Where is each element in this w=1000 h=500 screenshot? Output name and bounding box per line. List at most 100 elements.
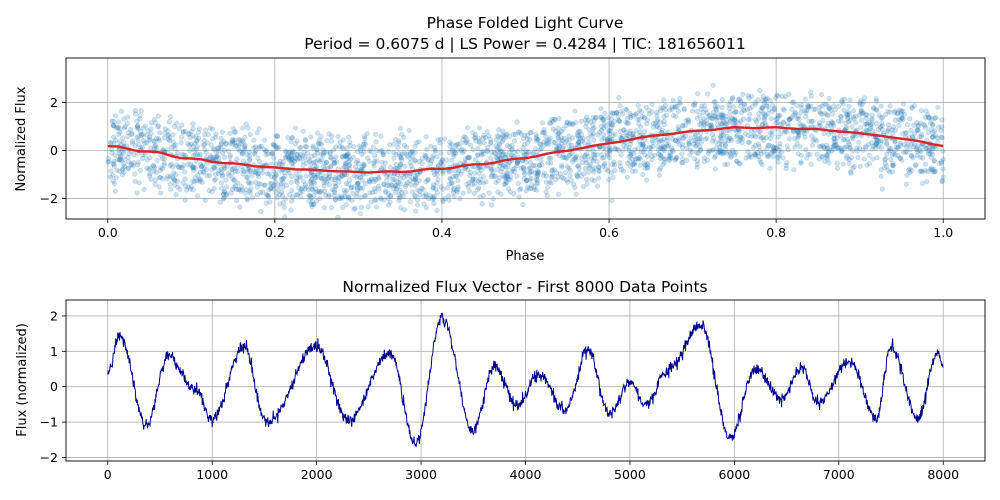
scatter-point	[590, 131, 596, 137]
scatter-point	[759, 105, 765, 111]
scatter-point	[302, 182, 308, 188]
scatter-point	[366, 177, 372, 183]
scatter-point	[747, 152, 753, 158]
scatter-point	[385, 202, 392, 208]
scatter-point	[164, 176, 170, 182]
scatter-point	[472, 170, 478, 176]
x-tick-label: 5000	[614, 467, 646, 482]
scatter-point	[922, 168, 928, 174]
scatter-point	[534, 170, 540, 176]
scatter-point	[319, 141, 325, 147]
scatter-point	[128, 161, 134, 167]
scatter-point	[874, 137, 880, 143]
scatter-point	[869, 116, 875, 122]
scatter-point	[752, 152, 758, 158]
scatter-point	[308, 172, 314, 178]
scatter-point	[227, 154, 233, 160]
scatter-point	[644, 164, 650, 170]
scatter-point	[822, 158, 828, 164]
scatter-point	[428, 161, 434, 167]
scatter-point	[439, 158, 445, 164]
scatter-point	[583, 120, 589, 126]
scatter-point	[266, 194, 272, 200]
scatter-point	[310, 145, 316, 151]
scatter-point	[510, 167, 516, 173]
scatter-point	[222, 165, 228, 171]
scatter-point	[201, 142, 208, 148]
scatter-point	[305, 187, 311, 193]
scatter-point	[793, 109, 799, 116]
scatter-point	[111, 118, 117, 124]
scatter-point	[265, 151, 271, 157]
scatter-point	[197, 176, 203, 182]
scatter-point	[884, 129, 890, 135]
scatter-point	[321, 188, 328, 194]
scatter-point	[355, 180, 361, 186]
scatter-point	[230, 136, 236, 142]
scatter-point	[218, 135, 224, 141]
scatter-point	[388, 193, 394, 199]
scatter-point	[907, 170, 913, 176]
scatter-point	[698, 135, 704, 141]
scatter-point	[190, 126, 196, 132]
scatter-point	[736, 160, 742, 166]
scatter-point	[530, 150, 536, 156]
scatter-point	[493, 179, 499, 186]
scatter-point	[681, 106, 687, 112]
scatter-point	[680, 122, 686, 129]
scatter-point	[231, 177, 237, 183]
scatter-point	[117, 126, 123, 132]
scatter-point	[347, 162, 353, 168]
scatter-point	[263, 200, 269, 206]
scatter-point	[289, 188, 295, 194]
scatter-point	[142, 123, 148, 129]
scatter-point	[397, 125, 404, 132]
scatter-point	[524, 136, 530, 142]
scatter-point	[733, 119, 739, 125]
scatter-point	[545, 184, 551, 190]
scatter-point	[870, 128, 876, 134]
scatter-point	[624, 174, 630, 180]
scatter-point	[912, 131, 918, 137]
scatter-point	[697, 122, 703, 128]
scatter-point	[282, 214, 288, 219]
scatter-point	[137, 167, 143, 173]
scatter-point	[698, 118, 704, 124]
scatter-point	[677, 95, 683, 102]
scatter-point	[161, 160, 167, 166]
scatter-point	[187, 148, 193, 154]
scatter-point	[344, 145, 350, 152]
scatter-point	[351, 184, 357, 190]
scatter-point	[330, 187, 336, 193]
scatter-point	[207, 125, 213, 131]
scatter-point	[838, 145, 844, 151]
scatter-point	[806, 105, 812, 111]
scatter-point	[332, 160, 338, 166]
scatter-point	[605, 115, 612, 121]
scatter-point	[923, 146, 929, 152]
scatter-point	[890, 163, 896, 169]
scatter-point	[206, 188, 212, 194]
scatter-point	[626, 148, 632, 154]
scatter-point	[265, 171, 271, 177]
scatter-point	[312, 163, 318, 169]
scatter-point	[451, 151, 457, 157]
scatter-point	[331, 160, 337, 166]
scatter-point	[747, 111, 753, 117]
scatter-point	[658, 105, 664, 111]
scatter-point	[608, 116, 615, 122]
scatter-point	[208, 142, 214, 148]
scatter-point	[572, 155, 578, 161]
scatter-point	[773, 146, 779, 152]
scatter-point	[498, 191, 504, 197]
scatter-point	[583, 157, 589, 164]
scatter-point	[219, 172, 225, 178]
scatter-point	[220, 192, 227, 198]
scatter-point	[170, 176, 176, 182]
scatter-point	[876, 143, 882, 149]
scatter-point	[659, 127, 665, 134]
scatter-point	[473, 135, 479, 141]
scatter-point	[213, 131, 219, 137]
scatter-point	[399, 189, 405, 196]
scatter-point	[165, 173, 171, 180]
